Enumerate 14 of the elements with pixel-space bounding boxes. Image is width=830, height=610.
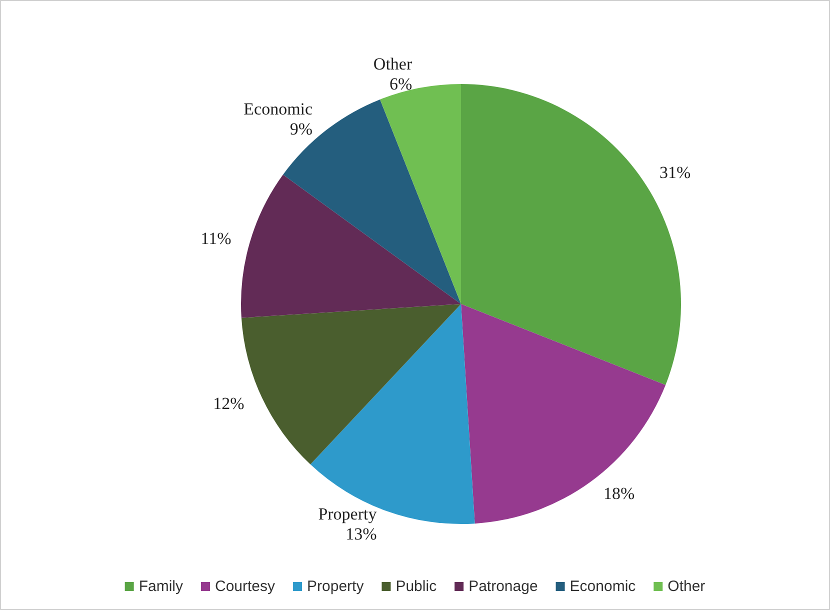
data-label: Property 13%: [318, 504, 378, 544]
data-label: 31%: [660, 162, 691, 182]
legend-label: Family: [138, 578, 184, 595]
data-label: 11%: [200, 229, 232, 248]
legend-label: Economic: [570, 578, 636, 595]
data-label: Other 6%: [373, 54, 412, 94]
data-label: 18%: [604, 484, 635, 503]
legend-label: Patronage: [468, 578, 538, 595]
legend-label: Other: [668, 578, 706, 595]
legend-label: Public: [396, 578, 438, 595]
data-label: Economic 9%: [244, 100, 314, 139]
legend-label: Courtesy: [215, 578, 276, 595]
data-label: 12%: [213, 394, 244, 414]
legend-label: Property: [307, 578, 364, 595]
